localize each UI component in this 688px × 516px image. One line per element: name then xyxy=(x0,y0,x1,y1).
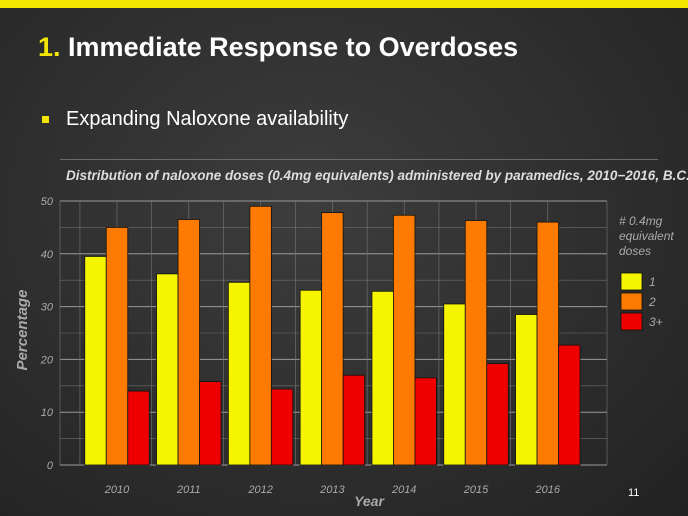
top-accent-stripe xyxy=(0,0,688,8)
x-tick-label: 2014 xyxy=(391,484,416,496)
x-tick-label: 2016 xyxy=(535,484,561,496)
x-tick-label: 2011 xyxy=(176,484,201,496)
legend-label: 2 xyxy=(648,295,656,309)
bar-2016-series-2 xyxy=(536,221,559,466)
x-axis-label: Year xyxy=(354,493,385,509)
bar-2012-series-2 xyxy=(249,205,272,466)
bullet-item: Expanding Naloxone availability xyxy=(42,108,348,131)
y-axis-label: Percentage xyxy=(14,290,31,371)
bar-2013-series-2 xyxy=(321,212,344,466)
bar-2010-series-1 xyxy=(84,256,107,466)
bar-2015-series-3+ xyxy=(486,363,509,466)
bar-2013-series-3+ xyxy=(342,374,366,466)
bar-2012-series-1 xyxy=(227,281,251,466)
bar-2010-series-3+ xyxy=(127,390,150,466)
bar-2015-series-2 xyxy=(464,220,488,466)
bar-2016-series-1 xyxy=(515,314,538,466)
y-tick-label: 10 xyxy=(41,407,54,419)
chart-bars xyxy=(84,205,581,466)
y-tick-label: 30 xyxy=(41,302,54,314)
slide-title-number: 1. xyxy=(38,32,61,62)
bar-2012-series-3+ xyxy=(270,388,294,466)
x-tick-label: 2013 xyxy=(319,484,345,496)
x-tick-label: 2010 xyxy=(104,484,130,496)
bar-2013-series-1 xyxy=(299,289,323,466)
legend-swatch xyxy=(620,272,643,291)
legend-label: 3+ xyxy=(649,315,663,329)
legend-title: doses xyxy=(619,244,651,258)
legend-swatch xyxy=(620,292,643,311)
y-tick-label: 0 xyxy=(47,460,54,472)
chart-tick-labels: 0 10 20 30 40 50 2010 2011 2012 2013 2014 2015 2016 xyxy=(40,196,561,496)
legend-title: equivalent xyxy=(619,229,674,243)
slide-title: 1. Immediate Response to Overdoses xyxy=(38,32,518,63)
slide-title-text: Immediate Response to Overdoses xyxy=(68,32,519,62)
bar-2011-series-2 xyxy=(177,219,200,466)
bar-2014-series-2 xyxy=(393,214,416,466)
chart-divider xyxy=(60,159,658,160)
bullet-square-icon xyxy=(42,116,49,123)
slide-number: 11 xyxy=(628,487,640,499)
chart-title: Distribution of naloxone doses (0.4mg eq… xyxy=(66,168,688,183)
bar-2014-series-3+ xyxy=(414,377,437,466)
bar-2016-series-3+ xyxy=(558,344,581,466)
legend-swatch xyxy=(620,312,643,331)
y-tick-label: 50 xyxy=(41,196,54,208)
bar-2015-series-1 xyxy=(443,303,466,466)
legend-title: # 0.4mg xyxy=(619,214,663,228)
bullet-text: Expanding Naloxone availability xyxy=(66,108,349,130)
bar-2011-series-3+ xyxy=(199,381,222,466)
bar-2010-series-2 xyxy=(105,226,129,466)
bar-2011-series-1 xyxy=(156,273,179,466)
y-tick-label: 40 xyxy=(41,249,54,261)
bar-2014-series-1 xyxy=(371,290,394,466)
x-tick-label: 2015 xyxy=(463,484,489,496)
x-tick-label: 2012 xyxy=(247,484,272,496)
legend-label: 1 xyxy=(649,275,656,289)
y-tick-label: 20 xyxy=(40,354,54,366)
